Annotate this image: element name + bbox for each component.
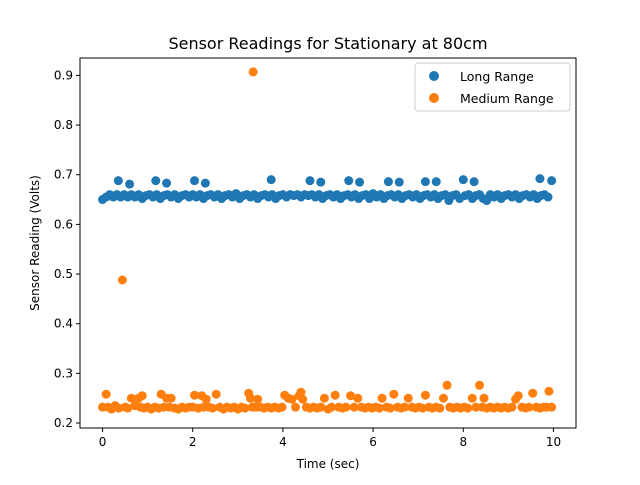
medium-range-point (277, 402, 287, 412)
medium-range-point (341, 402, 351, 412)
long-range-point (394, 177, 404, 187)
medium-range-point (298, 394, 308, 404)
x-tick-label: 4 (279, 435, 287, 449)
medium-range-point (438, 393, 448, 403)
medium-range-point (287, 394, 297, 404)
x-tick-label: 0 (99, 435, 107, 449)
medium-range-point (240, 403, 250, 413)
legend-box (414, 62, 571, 112)
long-range-point (266, 175, 276, 185)
long-range-point (200, 178, 210, 188)
medium-range-point (471, 402, 481, 412)
legend-label-long-range: Long Range (460, 69, 534, 84)
long-range-point (190, 176, 200, 186)
long-range-point (344, 176, 354, 186)
medium-range-point (296, 387, 306, 397)
long-range-point (458, 175, 468, 185)
medium-range-point (353, 393, 363, 403)
medium-range-point (245, 393, 255, 403)
medium-range-point (475, 380, 485, 390)
medium-range-point (420, 390, 430, 400)
medium-range-point (117, 275, 127, 285)
medium-range-point (377, 393, 387, 403)
long-range-point (316, 177, 326, 187)
medium-range-point (507, 402, 517, 412)
medium-range-point (123, 403, 133, 413)
long-range-point (431, 177, 441, 187)
medium-range-point (327, 402, 337, 412)
medium-range-point (403, 393, 413, 403)
y-tick-label: 0.3 (54, 366, 73, 380)
long-range-point (535, 174, 545, 184)
medium-range-point (463, 403, 473, 413)
medium-range-point (528, 388, 538, 398)
medium-range-point (349, 402, 359, 412)
long-range-point (125, 179, 135, 189)
points-layer (98, 67, 557, 414)
y-tick-label: 0.9 (54, 68, 73, 82)
medium-range-point (330, 390, 340, 400)
y-tick-label: 0.8 (54, 118, 73, 132)
x-tick-label: 2 (189, 435, 197, 449)
medium-range-point (547, 402, 557, 412)
long-range-point (469, 177, 479, 187)
plot-frame (79, 57, 577, 429)
y-axis: 0.2 0.3 0.4 0.5 0.6 0.7 0.8 0.9 (54, 68, 80, 430)
medium-range-point (435, 403, 445, 413)
x-tick-label: 10 (546, 435, 561, 449)
medium-range-point (201, 394, 211, 404)
long-range-point (113, 176, 123, 186)
x-axis-label: Time (sec) (296, 457, 360, 471)
x-axis: 0 2 4 6 8 10 (99, 428, 561, 449)
medium-range-point (316, 402, 326, 412)
medium-range-point (208, 403, 218, 413)
chart-title: Sensor Readings for Stationary at 80cm (168, 34, 487, 53)
y-tick-label: 0.7 (54, 168, 73, 182)
x-tick-label: 6 (369, 435, 377, 449)
y-tick-label: 0.4 (54, 317, 73, 331)
medium-range-point (374, 403, 384, 413)
y-tick-label: 0.6 (54, 217, 73, 231)
long-range-point (543, 192, 553, 202)
medium-range-point (126, 393, 136, 403)
medium-range-point (137, 391, 147, 401)
medium-range-point (319, 393, 329, 403)
medium-range-point (400, 402, 410, 412)
legend-marker-medium-range (429, 93, 439, 103)
medium-range-point (513, 391, 523, 401)
medium-range-point (253, 394, 263, 404)
medium-range-point (467, 393, 477, 403)
medium-range-point (479, 393, 489, 403)
long-range-point (305, 176, 315, 186)
medium-range-point (544, 386, 554, 396)
long-range-point (383, 177, 393, 187)
medium-range-point (166, 393, 176, 403)
y-tick-label: 0.2 (54, 416, 73, 430)
medium-range-point (291, 402, 301, 412)
medium-range-point (101, 389, 111, 399)
long-range-point (162, 178, 172, 188)
legend-marker-long-range (429, 71, 439, 81)
y-tick-label: 0.5 (54, 267, 73, 281)
medium-range-point (248, 67, 258, 77)
x-tick-label: 8 (459, 435, 467, 449)
long-range-point (420, 177, 430, 187)
long-range-point (151, 176, 161, 186)
medium-range-point (190, 390, 200, 400)
legend-label-medium-range: Medium Range (460, 91, 554, 106)
long-range-point (547, 176, 557, 186)
medium-range-point (389, 389, 399, 399)
medium-range-point (385, 403, 395, 413)
medium-range-point (442, 380, 452, 390)
medium-range-point (346, 391, 356, 401)
medium-range-point (524, 402, 534, 412)
long-range-point (355, 177, 365, 187)
legend: Long Range Medium Range (414, 62, 571, 112)
y-axis-label: Sensor Reading (Volts) (28, 175, 42, 311)
medium-range-point (211, 389, 221, 399)
